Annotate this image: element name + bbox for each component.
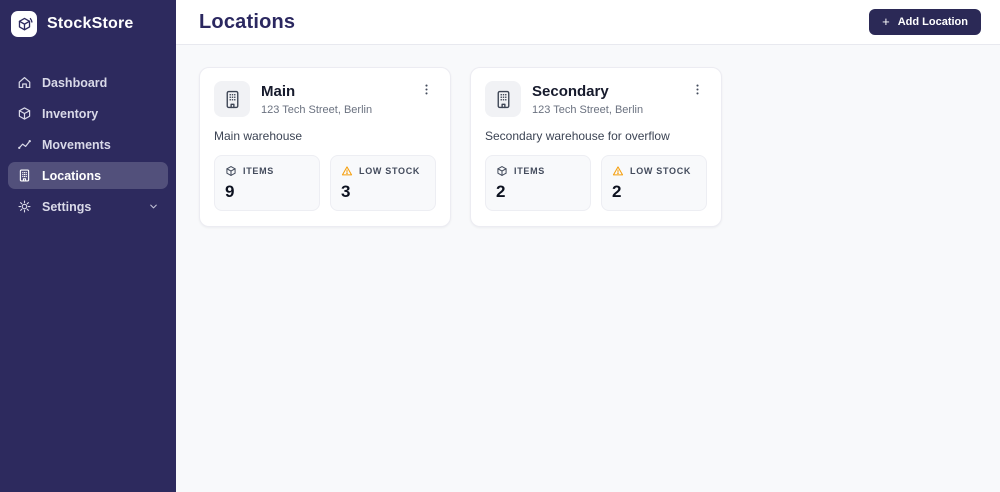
package-icon: [496, 165, 508, 177]
sidebar: StockStore Dashboard Inventory Movements: [0, 0, 176, 492]
sidebar-item-label: Movements: [42, 137, 111, 152]
location-stats: ITEMS 2 LOW STOCK: [485, 155, 707, 211]
location-stats: ITEMS 9 LOW STOCK: [214, 155, 436, 211]
add-location-button[interactable]: + Add Location: [869, 9, 981, 35]
location-address: 123 Tech Street, Berlin: [261, 104, 373, 116]
low-stock-stat-tile: LOW STOCK 2: [601, 155, 707, 211]
main-area: Locations + Add Location: [176, 0, 1000, 492]
low-stock-stat-tile: LOW STOCK 3: [330, 155, 436, 211]
low-stock-stat-label: LOW STOCK: [359, 166, 421, 176]
sidebar-item-label: Locations: [42, 168, 102, 183]
sidebar-item-inventory[interactable]: Inventory: [8, 100, 168, 127]
location-card-main: Main 123 Tech Street, Berlin Main wareho…: [199, 67, 451, 227]
items-stat-label: ITEMS: [514, 166, 546, 176]
low-stock-stat-value: 2: [612, 182, 622, 201]
items-stat-label: ITEMS: [243, 166, 275, 176]
low-stock-stat-label: LOW STOCK: [630, 166, 692, 176]
kebab-menu-icon[interactable]: [417, 81, 436, 98]
sidebar-item-label: Inventory: [42, 106, 99, 121]
card-header: Secondary 123 Tech Street, Berlin: [485, 81, 707, 117]
cube-icon: [18, 107, 31, 120]
sidebar-item-movements[interactable]: Movements: [8, 131, 168, 158]
page-title: Locations: [199, 10, 296, 33]
low-stock-stat-value: 3: [341, 182, 351, 201]
package-icon: [225, 165, 237, 177]
kebab-menu-icon[interactable]: [688, 81, 707, 98]
gear-icon: [18, 200, 31, 213]
add-location-label: Add Location: [897, 16, 968, 28]
chevron-down-icon: [150, 204, 157, 209]
cube-restock-icon: [11, 11, 37, 37]
plus-icon: +: [882, 13, 890, 29]
app-logo[interactable]: StockStore: [0, 0, 176, 48]
items-stat-value: 9: [225, 182, 235, 201]
sidebar-item-label: Dashboard: [42, 75, 108, 90]
location-description: Main warehouse: [214, 129, 303, 143]
location-name: Secondary: [532, 83, 609, 100]
items-stat-value: 2: [496, 182, 506, 201]
building-office-icon: [214, 81, 250, 117]
locations-grid: Main 123 Tech Street, Berlin Main wareho…: [176, 45, 1000, 492]
warning-triangle-icon: [612, 165, 624, 177]
sidebar-item-label: Settings: [42, 199, 92, 214]
page-header: Locations + Add Location: [176, 0, 1000, 45]
sidebar-item-settings[interactable]: Settings: [8, 193, 168, 220]
location-address: 123 Tech Street, Berlin: [532, 104, 644, 116]
location-card-secondary: Secondary 123 Tech Street, Berlin Second…: [470, 67, 722, 227]
location-name: Main: [261, 83, 296, 100]
building-office-icon: [485, 81, 521, 117]
location-description: Secondary warehouse for overflow: [485, 129, 670, 143]
items-stat-tile: ITEMS 2: [485, 155, 591, 211]
home-icon: [18, 77, 31, 89]
warning-triangle-icon: [341, 165, 353, 177]
card-header: Main 123 Tech Street, Berlin: [214, 81, 436, 117]
location-meta: Secondary 123 Tech Street, Berlin: [532, 81, 643, 116]
location-meta: Main 123 Tech Street, Berlin: [261, 81, 372, 116]
movements-zigzag-icon: [18, 140, 31, 149]
app-name: StockStore: [47, 15, 134, 32]
sidebar-nav: Dashboard Inventory Movements: [0, 69, 176, 220]
sidebar-item-dashboard[interactable]: Dashboard: [8, 69, 168, 96]
building-icon: [19, 169, 30, 182]
sidebar-item-locations[interactable]: Locations: [8, 162, 168, 189]
items-stat-tile: ITEMS 9: [214, 155, 320, 211]
